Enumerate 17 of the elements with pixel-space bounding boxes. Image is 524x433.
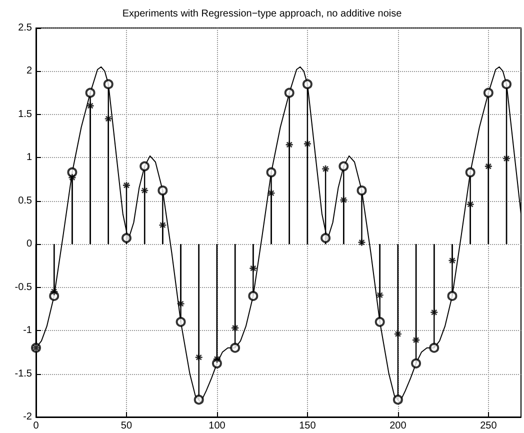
y-tick-label: 1.5 — [18, 108, 32, 120]
x-tick-label: 100 — [208, 420, 226, 432]
y-tick-label: -1.5 — [14, 368, 32, 380]
x-tick-label: 250 — [480, 420, 498, 432]
x-tick-label: 0 — [33, 420, 40, 432]
y-tick-label: -0.5 — [14, 282, 32, 293]
y-tick-label: -1 — [23, 325, 32, 336]
y-tick-label: 1 — [26, 152, 32, 164]
y-tick-label: 2 — [26, 66, 32, 77]
x-tick-label: 150 — [299, 420, 316, 432]
y-tick-label: -2 — [23, 412, 32, 422]
y-tick-label: 0.5 — [18, 195, 32, 206]
x-tick-label: 200 — [390, 420, 407, 432]
y-tick-label: 0 — [26, 238, 32, 250]
chart-title: Experiments with Regression−type approach, no additive noise — [122, 8, 402, 20]
y-tick-label: 2.5 — [18, 22, 32, 34]
x-tick-label: 50 — [120, 420, 132, 432]
